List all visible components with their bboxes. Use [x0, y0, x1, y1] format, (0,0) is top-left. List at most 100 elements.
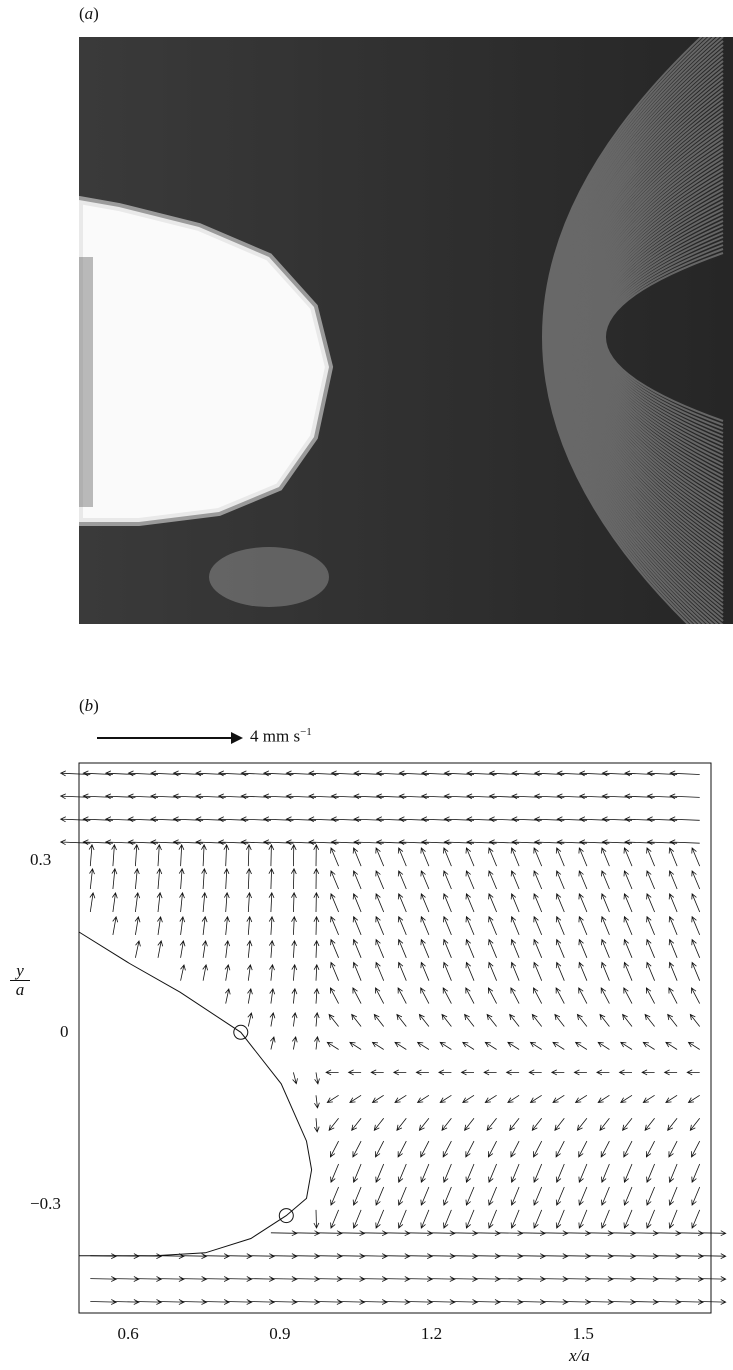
velocity-vector: [270, 1253, 298, 1259]
velocity-vector: [631, 1253, 659, 1259]
velocity-vector: [564, 1299, 592, 1305]
velocity-vector: [397, 870, 407, 890]
velocity-vector: [555, 1209, 565, 1229]
velocity-vector: [646, 915, 655, 936]
velocity-vector: [541, 1299, 569, 1305]
velocity-vector: [396, 1013, 407, 1027]
velocity-vector: [246, 867, 252, 890]
velocity-vector: [179, 891, 185, 913]
velocity-vector: [609, 1299, 637, 1305]
velocity-vector: [225, 1299, 253, 1305]
velocity-vector: [465, 1209, 475, 1229]
velocity-vector: [533, 870, 543, 890]
velocity-vector: [555, 987, 565, 1004]
velocity-vector: [338, 1276, 366, 1282]
velocity-vector: [541, 1253, 569, 1259]
velocity-vector: [668, 1209, 678, 1229]
velocity-vector: [352, 961, 362, 981]
velocity-vector: [496, 1276, 524, 1282]
velocity-vector: [541, 1276, 569, 1282]
particle-streak: [542, 37, 703, 624]
velocity-vector: [373, 1013, 385, 1027]
velocity-vector: [576, 1013, 588, 1027]
velocity-vector: [555, 938, 565, 958]
velocity-vector: [443, 1209, 452, 1229]
velocity-vector: [201, 867, 207, 890]
velocity-vector: [371, 1094, 384, 1103]
velocity-vector: [510, 1186, 520, 1206]
velocity-vector: [180, 1299, 208, 1305]
velocity-vector: [442, 1140, 452, 1158]
velocity-vector: [691, 938, 701, 958]
velocity-vector: [488, 1186, 497, 1206]
velocity-vector: [134, 892, 141, 913]
velocity-vector: [510, 938, 520, 958]
velocity-vector: [488, 1209, 497, 1229]
velocity-vector: [247, 988, 253, 1004]
velocity-vector: [179, 940, 186, 958]
velocity-vector: [315, 1299, 343, 1305]
velocity-vector: [397, 1140, 407, 1158]
velocity-vector: [443, 961, 452, 981]
velocity-vector: [510, 1209, 520, 1229]
velocity-vector: [465, 870, 475, 890]
velocity-vector: [465, 961, 475, 981]
velocity-vector: [519, 1230, 546, 1237]
velocity-vector: [180, 964, 186, 981]
panel-b-label: (b): [79, 696, 99, 715]
velocity-vector: [669, 816, 700, 823]
velocity-vector: [486, 1117, 497, 1132]
velocity-vector: [555, 1163, 565, 1184]
velocity-vector: [465, 1186, 475, 1206]
velocity-vector: [691, 1186, 701, 1206]
velocity-vector: [135, 1299, 163, 1305]
velocity-vector: [668, 1140, 678, 1158]
velocity-vector: [620, 1041, 633, 1050]
velocity-vector: [439, 1041, 452, 1050]
velocity-vector: [291, 963, 298, 981]
velocity-vector: [375, 1209, 385, 1229]
velocity-vector: [668, 1163, 678, 1184]
velocity-vector: [510, 892, 520, 913]
velocity-vector: [89, 892, 96, 913]
velocity-vector: [246, 915, 253, 935]
velocity-vector: [488, 938, 497, 958]
velocity-vector: [111, 843, 117, 867]
velocity-vector: [375, 961, 385, 981]
velocity-vector: [375, 892, 385, 913]
velocity-vector: [555, 1186, 565, 1206]
velocity-vector: [484, 1041, 497, 1050]
velocity-vector: [203, 1276, 230, 1282]
velocity-vector: [578, 1186, 588, 1206]
velocity-vector: [691, 847, 701, 867]
velocity-vector: [533, 892, 543, 913]
velocity-vector: [328, 1013, 339, 1027]
velocity-vector: [451, 1253, 479, 1259]
velocity-vector: [473, 1276, 501, 1282]
velocity-vector: [268, 843, 275, 867]
velocity-vector: [462, 1041, 475, 1050]
particle-streak: [568, 116, 724, 558]
velocity-vector: [597, 1041, 610, 1050]
velocity-vector: [622, 1117, 633, 1132]
velocity-vector: [486, 1013, 497, 1027]
velocity-vector: [443, 892, 452, 913]
x-tick-label: 1.5: [572, 1324, 594, 1343]
velocity-vector: [396, 1117, 407, 1132]
velocity-vector: [623, 1209, 633, 1229]
velocity-vector: [225, 1253, 253, 1259]
velocity-vector: [443, 915, 452, 936]
velocity-vector: [338, 1230, 366, 1237]
marked-point-2: [278, 1208, 294, 1224]
velocity-vector: [668, 847, 678, 867]
velocity-vector: [418, 1117, 430, 1131]
velocity-vector: [510, 870, 520, 890]
velocity-vector: [383, 1230, 411, 1237]
velocity-vector: [293, 1253, 321, 1259]
scale-arrow-label: 4 mm s−1: [250, 726, 312, 746]
velocity-vector: [268, 891, 275, 913]
velocity-vector: [180, 1253, 208, 1259]
velocity-vector: [691, 987, 701, 1004]
velocity-vector: [420, 915, 430, 936]
